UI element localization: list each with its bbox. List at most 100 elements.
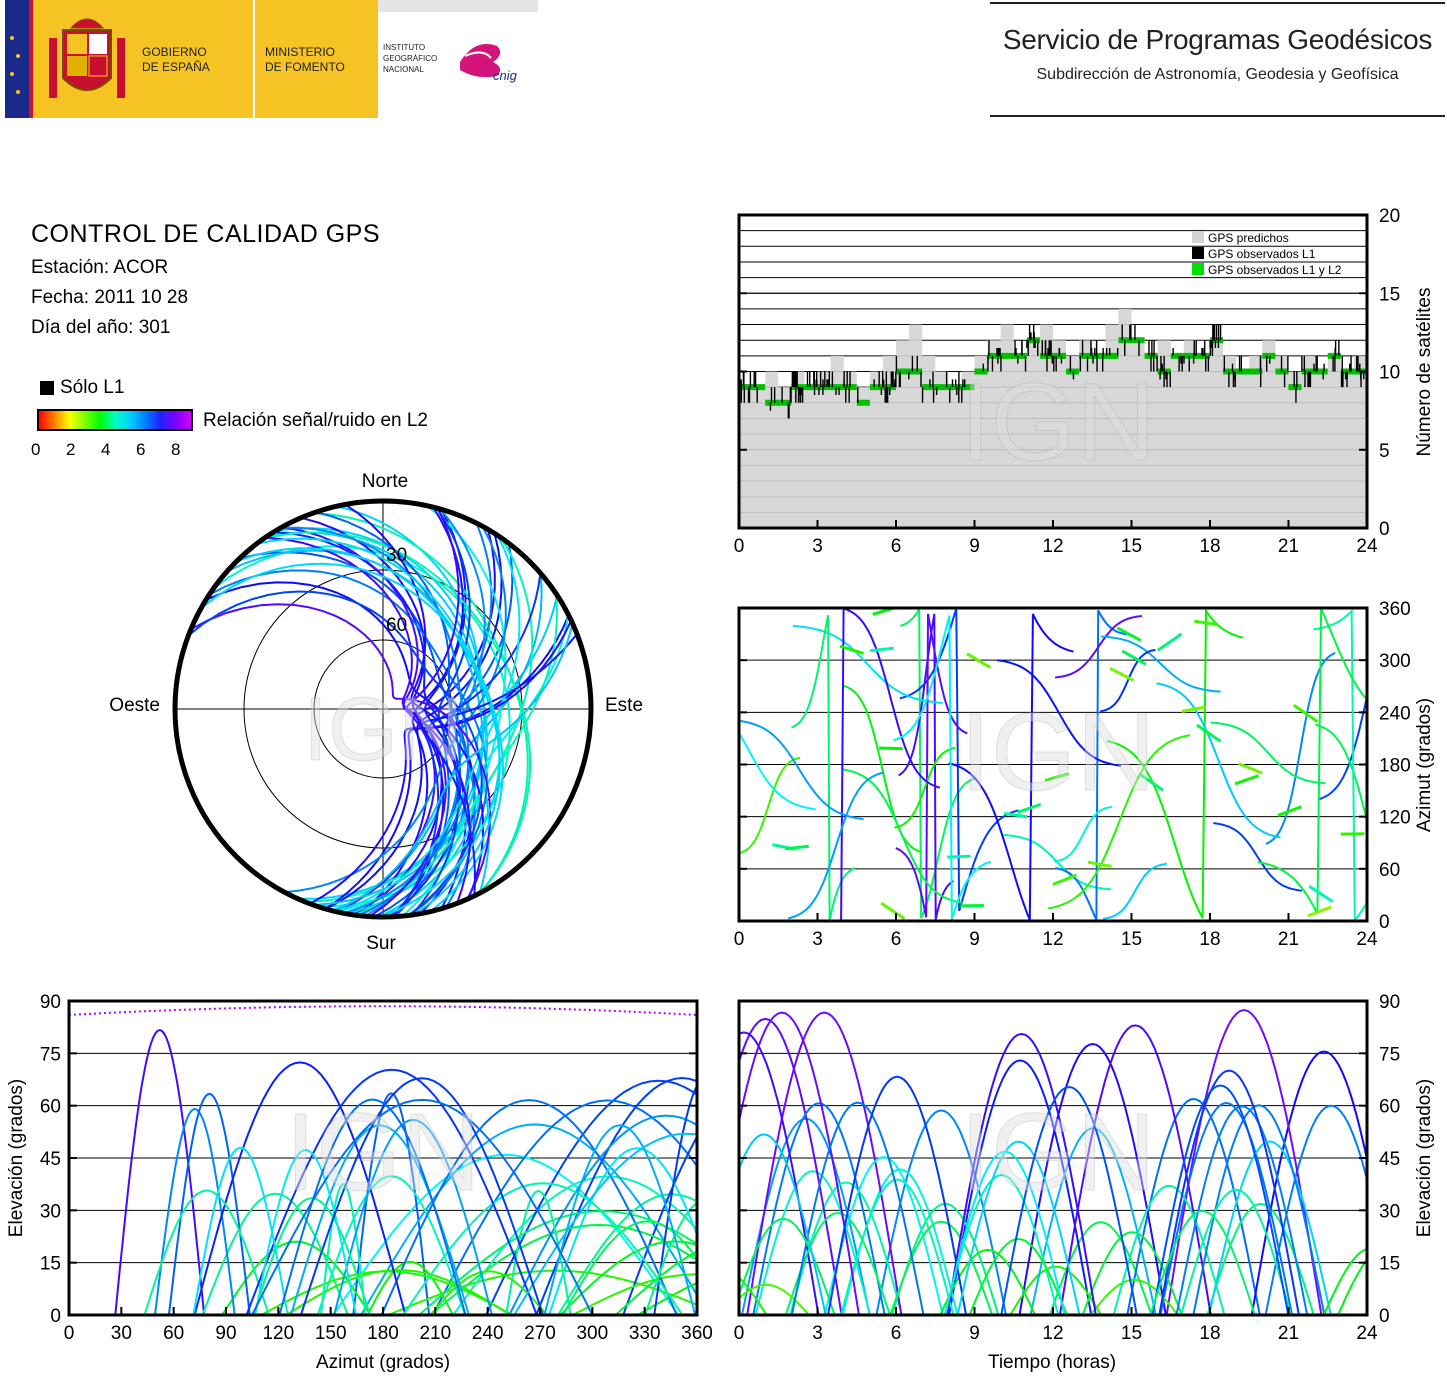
y-tick-label: 15: [1379, 1254, 1400, 1275]
elev-time-track: [1009, 1265, 1102, 1315]
watermark: IGN: [960, 361, 1156, 484]
elev-time-track: [827, 1075, 968, 1315]
azimuth-ticks: 0 60 120 180 240 300 360 0 3 6 9 12 15 18 21 24: [734, 599, 1411, 950]
ring-label-30: 30: [386, 545, 407, 566]
azimuth-track: [899, 608, 1019, 912]
x-tick-label: 9: [969, 929, 980, 950]
elevation-azimuth-chart: IGN 0 15 30 45 60 75 90 0 30 60 90 120 150 180 210 240 2…: [6, 992, 713, 1373]
elev-time-track: [944, 1150, 1066, 1315]
elev-time-track: [943, 1173, 1060, 1315]
service-subtitle: Subdirección de Astronomía, Geodesia y G…: [1036, 66, 1399, 83]
satellites-series: [739, 308, 1367, 528]
elev-az-track: [299, 1077, 544, 1315]
x-tick-label: 270: [524, 1323, 556, 1344]
y-tick-label: 240: [1379, 703, 1411, 724]
elev-time-track: [875, 1109, 1007, 1315]
coat-of-arms-icon: [49, 18, 125, 98]
x-tick-label: 12: [1042, 536, 1063, 557]
x-tick-label: 12: [1042, 929, 1063, 950]
legend-predicted: GPS predichos: [1208, 231, 1289, 245]
azimuth-track: [739, 756, 801, 855]
snr-colorbar: [37, 409, 193, 431]
elev-time-track: [1208, 1140, 1332, 1315]
y-tick-label: 75: [1379, 1044, 1400, 1065]
skyplot-track: [315, 511, 462, 917]
legend-swatch-l1: [1192, 247, 1204, 259]
azimuth-track: [1257, 608, 1367, 915]
info-block: CONTROL DE CALIDAD GPS Estación: ACOR Fe…: [31, 220, 380, 339]
azimuth-track: [1181, 705, 1206, 713]
elev-az-track: [615, 1250, 697, 1315]
elev-az-track: [366, 1260, 454, 1315]
x-tick-label: 6: [891, 536, 902, 557]
azimuth-track: [966, 652, 992, 669]
x-tick-label: 9: [969, 536, 980, 557]
elev-time-track: [968, 1237, 1068, 1315]
azimuth-track: [1102, 862, 1168, 920]
skyplot-track: [200, 562, 501, 917]
elev-az-ylabel: Elevación (grados): [6, 1079, 27, 1237]
skyplot-track: [281, 526, 470, 915]
l1-only-swatch: [40, 381, 54, 395]
azimuth-track: [1307, 905, 1332, 918]
elev-time-track: [956, 1140, 1081, 1315]
l1-only-label: Sólo L1: [60, 377, 125, 398]
elev-az-track: [543, 1124, 697, 1315]
elev-az-xlabel: Azimut (grados): [316, 1352, 450, 1373]
y-tick-label: 45: [40, 1149, 61, 1170]
y-tick-label: 360: [1379, 599, 1411, 620]
azimuth-track: [1087, 860, 1112, 868]
azimuth-track: [1106, 608, 1244, 919]
x-tick-label: 120: [262, 1323, 294, 1344]
azimuth-track: [1044, 772, 1070, 782]
elev-az-track: [431, 1099, 697, 1315]
y-tick-label: 120: [1379, 808, 1411, 829]
x-tick-label: 6: [891, 929, 902, 950]
elev-az-track: [429, 1223, 697, 1315]
elev-time-track: [1158, 1069, 1300, 1315]
skyplot-track: [208, 569, 488, 917]
ign-line2: GEOGRÁFICO: [383, 54, 437, 63]
direction-north: Norte: [362, 471, 408, 492]
elev-time-track: [939, 1248, 1036, 1315]
azimuth-track: [1116, 626, 1142, 642]
elev-az-track: [644, 1201, 697, 1315]
x-tick-label: 21: [1278, 1323, 1299, 1344]
y-tick-label: 90: [40, 992, 61, 1013]
l1-only-legend: Sólo L1: [40, 377, 124, 399]
elev-az-track: [402, 1182, 684, 1315]
azimuth-track: [1156, 682, 1281, 839]
azimuth-track: [842, 684, 922, 854]
elev-time-track: [1180, 1188, 1292, 1315]
azimuth-track: [996, 659, 1122, 767]
azimuth-track: [1213, 822, 1303, 892]
elev-az-track: [513, 1132, 697, 1315]
elev-az-track: [572, 1273, 697, 1315]
service-title: Servicio de Programas Geodésicos: [1002, 24, 1433, 55]
x-tick-label: 3: [812, 536, 823, 557]
ign-line3: NACIONAL: [383, 65, 424, 74]
azimuth-track: [870, 646, 894, 653]
elev-time-track: [790, 1101, 925, 1315]
elev-az-track: [332, 1153, 680, 1315]
azimuth-time-chart: IGN 0 60 120 180 240 300 360 0 3 6 9 12 15 18 21 24 Azi…: [734, 599, 1435, 950]
elev-az-track: [154, 1107, 236, 1315]
y-tick-label: 5: [1379, 441, 1390, 462]
azimuth-track: [1265, 651, 1336, 845]
y-tick-label: 0: [1379, 1306, 1390, 1327]
x-tick-label: 24: [1356, 929, 1378, 950]
elev-az-series: [69, 1005, 697, 1315]
elevation-time-chart: IGN 0 15 30 45 60 75 90 0 3 6 9 12 15 18 21 24 Tiempo (…: [734, 992, 1435, 1373]
legend-swatch-l1l2: [1192, 263, 1204, 275]
watermark: IGN: [303, 680, 463, 780]
skyplot-track: [309, 619, 573, 905]
elev-time-track: [1081, 1231, 1183, 1315]
azimuth-track: [1277, 805, 1302, 817]
elev-az-track: [559, 1240, 697, 1315]
x-tick-label: 24: [1356, 536, 1378, 557]
elev-time-track: [1250, 1050, 1367, 1315]
elev-az-track: [143, 1189, 270, 1315]
azimuth-track: [790, 615, 856, 921]
elev-time-track: [1000, 1085, 1138, 1315]
skyplot-track: [335, 535, 521, 913]
